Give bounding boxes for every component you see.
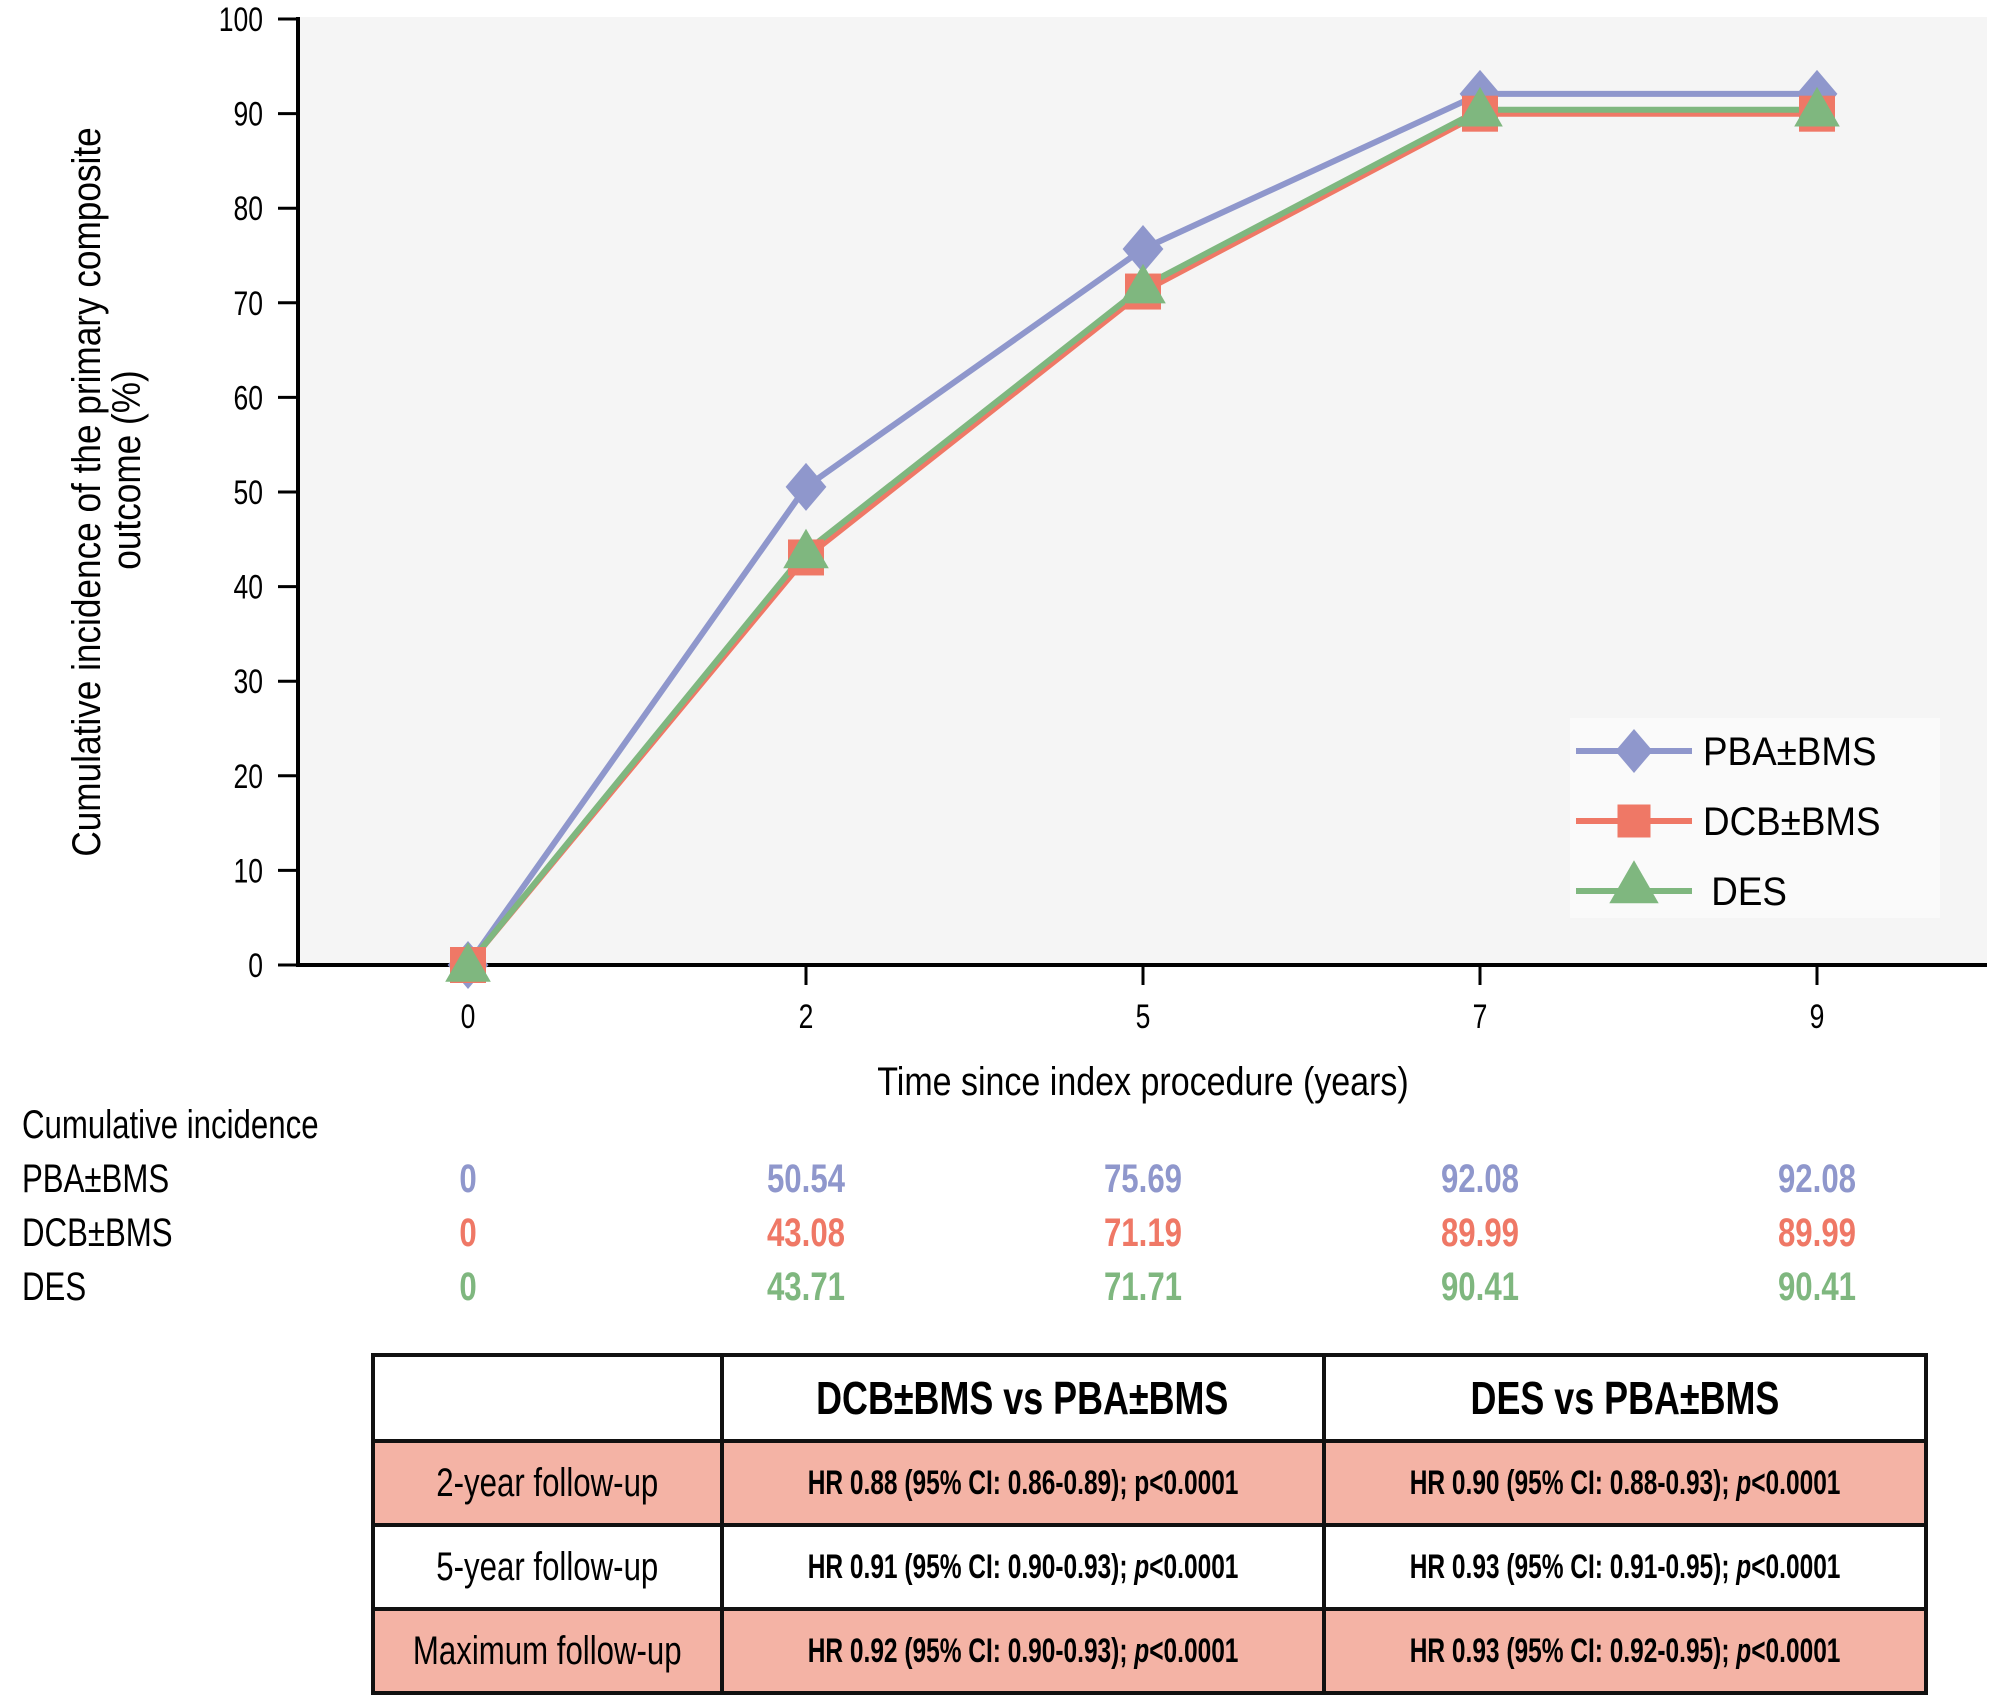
legend-label: DES (1711, 870, 1787, 915)
y-tick-label: 80 (233, 190, 263, 228)
incidence-value: 43.08 (766, 1211, 846, 1255)
x-tick-label: 0 (461, 998, 476, 1036)
p-symbol: p (1735, 1547, 1751, 1586)
incidence-value: 71.71 (1103, 1265, 1183, 1309)
data-point-triangle (1120, 263, 1166, 304)
x-axis-title: Time since index procedure (years) (877, 1058, 1408, 1103)
table-row: Maximum follow-up HR 0.92 (95% CI: 0.90-… (371, 1607, 1928, 1695)
x-tick-label: 9 (1810, 998, 1825, 1036)
y-tick-label: 60 (233, 379, 263, 417)
p-symbol: p (1133, 1631, 1149, 1670)
data-point-triangle (1457, 86, 1503, 127)
y-tick-label: 30 (233, 663, 263, 701)
hazard-ratio-table: DCB±BMS vs PBA±BMS DES vs PBA±BMS 2-year… (371, 1353, 1928, 1695)
legend-triangle-icon (1609, 860, 1659, 904)
p-symbol: p (1735, 1631, 1751, 1670)
data-point-diamond (1122, 224, 1164, 273)
legend-label: DCB±BMS (1703, 800, 1881, 845)
incidence-row-label: DES (22, 1265, 87, 1309)
table-cell: HR 0.93 (95% CI: 0.92-0.95); p<0.0001 (1321, 1607, 1928, 1695)
x-tick-label: 5 (1136, 998, 1151, 1036)
incidence-value: 89.99 (1777, 1211, 1857, 1255)
x-tick-label: 2 (799, 998, 814, 1036)
data-point-triangle (783, 528, 829, 569)
y-axis-title: outcome (%) (104, 370, 149, 569)
row-label: Maximum follow-up (371, 1607, 724, 1695)
y-tick-label: 40 (233, 568, 263, 606)
incidence-value: 92.08 (1440, 1157, 1520, 1201)
y-tick-label: 90 (233, 95, 263, 133)
x-tick-label: 7 (1473, 998, 1488, 1036)
incidence-value: 0 (459, 1157, 477, 1201)
row-label: 2-year follow-up (371, 1439, 724, 1527)
line-chart: 0 10 20 30 40 50 60 70 80 90 100 0 2 5 7 9 Time since in… (64, 1, 1987, 1104)
y-axis-title: Cumulative incidence of the primary comp… (64, 127, 109, 856)
y-tick-label: 0 (248, 947, 263, 985)
incidence-value: 90.41 (1777, 1265, 1857, 1309)
y-tick-label: 50 (233, 474, 263, 512)
legend-diamond-icon (1615, 729, 1653, 773)
row-label: 5-year follow-up (371, 1523, 724, 1611)
incidence-value: 71.19 (1103, 1211, 1183, 1255)
incidence-row-label: PBA±BMS (22, 1157, 170, 1201)
incidence-row-label: DCB±BMS (22, 1211, 173, 1255)
table-cell: HR 0.90 (95% CI: 0.88-0.93); p<0.0001 (1321, 1439, 1928, 1527)
incidence-value: 43.71 (766, 1265, 846, 1309)
incidence-heading: Cumulative incidence (22, 1103, 319, 1147)
table-cell: HR 0.91 (95% CI: 0.90-0.93); p<0.0001 (719, 1523, 1326, 1611)
incidence-value: 89.99 (1440, 1211, 1520, 1255)
table-header-cell: DCB±BMS vs PBA±BMS (719, 1353, 1326, 1443)
p-symbol: p (1735, 1463, 1751, 1502)
table-cell: HR 0.92 (95% CI: 0.90-0.93); p<0.0001 (719, 1607, 1326, 1695)
incidence-value: 0 (459, 1265, 477, 1309)
table-cell: HR 0.93 (95% CI: 0.91-0.95); p<0.0001 (1321, 1523, 1928, 1611)
table-cell: HR 0.88 (95% CI: 0.86-0.89); p<0.0001 (719, 1439, 1326, 1527)
table-row: 2-year follow-up HR 0.88 (95% CI: 0.86-0… (371, 1439, 1928, 1527)
p-symbol: p (1133, 1463, 1149, 1502)
table-row: 5-year follow-up HR 0.91 (95% CI: 0.90-0… (371, 1523, 1928, 1611)
p-symbol: p (1133, 1547, 1149, 1586)
data-point-diamond (785, 462, 827, 511)
incidence-value: 50.54 (766, 1157, 846, 1201)
incidence-value: 75.69 (1103, 1157, 1183, 1201)
legend-square-icon (1617, 804, 1651, 838)
y-tick-label: 20 (233, 758, 263, 796)
y-tick-label: 70 (233, 285, 263, 323)
legend-label: PBA±BMS (1703, 730, 1877, 775)
incidence-value: 92.08 (1777, 1157, 1857, 1201)
incidence-value: 90.41 (1440, 1265, 1520, 1309)
data-point-triangle (445, 942, 491, 982)
table-header-cell: DES vs PBA±BMS (1321, 1353, 1928, 1443)
table-header-row: DCB±BMS vs PBA±BMS DES vs PBA±BMS (371, 1353, 1928, 1443)
y-tick-label: 10 (233, 852, 263, 890)
data-point-triangle (1794, 86, 1840, 127)
y-tick-label: 100 (219, 1, 263, 39)
incidence-value: 0 (459, 1211, 477, 1255)
table-header-cell (371, 1353, 724, 1443)
